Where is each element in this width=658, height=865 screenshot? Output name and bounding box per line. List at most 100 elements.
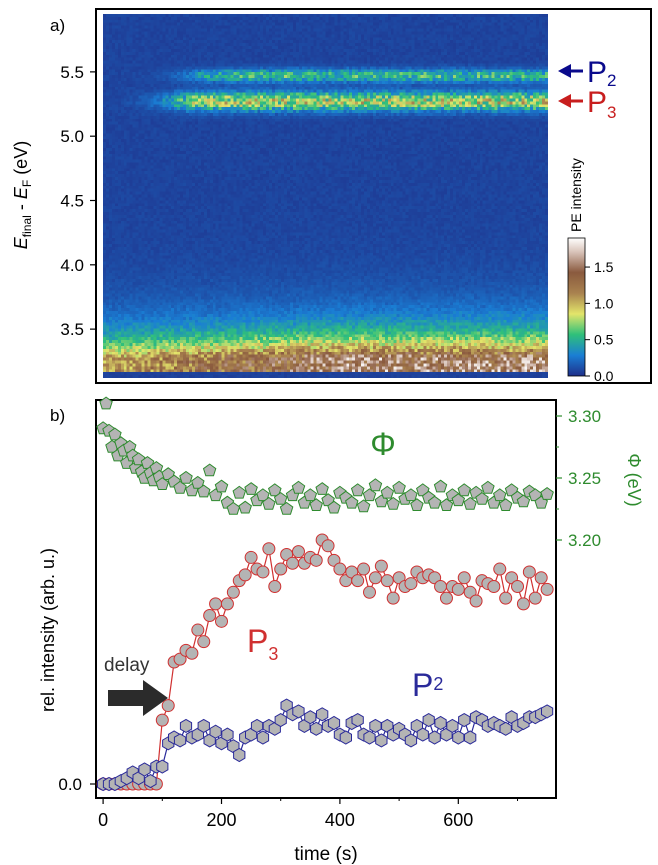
colorbar-tick-label: 0.0 <box>594 368 614 384</box>
p3-point <box>439 591 453 605</box>
p3-point <box>457 571 471 585</box>
p2-annotation: P2 <box>558 56 616 90</box>
p2-point <box>256 730 270 745</box>
p3-point <box>363 585 377 599</box>
colorbar-tick-label: 1.5 <box>594 259 614 275</box>
phi-point <box>439 498 454 511</box>
p3-series-label: P3 <box>247 623 278 664</box>
phi-point <box>475 491 489 505</box>
p2-annotation-label: P2 <box>587 56 616 90</box>
p2-point <box>209 724 222 739</box>
panel-b-label: b) <box>50 406 65 425</box>
phi-point <box>362 488 377 502</box>
p3-arrowhead-shape <box>558 94 571 108</box>
p3-point <box>215 614 229 628</box>
panel-a-y-tick-label: 5.0 <box>60 127 84 146</box>
panel-b-y-tick-label: 0.0 <box>58 775 82 794</box>
phi-point <box>273 491 288 505</box>
colorbar-tick-label: 0.5 <box>594 332 614 348</box>
panel-b-y2-axis: 3.20 3.25 3.30 <box>556 407 601 550</box>
p2-point <box>404 733 418 748</box>
p3-point <box>191 623 205 637</box>
p2-point <box>416 727 429 742</box>
p3-point <box>238 568 252 582</box>
p3-point <box>368 571 382 585</box>
p2-point <box>156 759 169 774</box>
p3-point <box>404 577 418 591</box>
p2-point <box>422 713 435 728</box>
panel-b-x-axis-title: time (s) <box>294 844 357 865</box>
panel-b-y2-tick-label: 3.20 <box>568 531 601 550</box>
phi-series-label: Φ <box>370 426 396 462</box>
panel-b-x-axis: 0 200 400 600 <box>98 798 519 830</box>
panel-b-y2-tick-label: 3.30 <box>568 407 601 426</box>
p2-point <box>428 730 441 745</box>
p2-point <box>446 718 459 733</box>
p3-point <box>522 565 536 579</box>
phi-point <box>451 493 466 507</box>
phi-point <box>345 495 359 509</box>
p3-point <box>357 562 371 576</box>
p3-point <box>286 556 300 570</box>
heatmap-image <box>103 14 548 378</box>
p2-point <box>310 721 323 736</box>
phi-point <box>173 480 187 494</box>
p3-point <box>226 585 240 599</box>
panel-a-label: a) <box>50 16 65 35</box>
p3-point <box>451 582 465 596</box>
p3-point <box>309 553 323 567</box>
p3-point <box>528 591 542 605</box>
phi-point <box>303 488 318 502</box>
heatmap <box>103 14 548 378</box>
p3-point <box>155 713 169 727</box>
phi-point <box>268 483 282 497</box>
p2-point <box>369 718 382 733</box>
delay-annotation: delay <box>104 655 168 716</box>
p3-point <box>493 562 507 576</box>
panel-a: a) 3.5 4.0 4.5 5.0 5.5 Efinal - EF (eV) P2 P… <box>11 8 652 384</box>
panel-a-y-axis-title: Efinal - EF (eV) <box>11 141 34 249</box>
phi-point <box>516 494 531 508</box>
p2-point <box>458 713 471 728</box>
phi-point <box>493 488 507 502</box>
p3-point <box>516 597 530 611</box>
p2-point <box>499 721 512 736</box>
p2-point <box>274 713 287 728</box>
p2-point <box>339 730 352 745</box>
p2-series-label: P2 <box>412 667 443 703</box>
colorbar-body <box>567 237 586 377</box>
phi-point <box>356 499 371 513</box>
panel-b-y2-tick-label: 3.25 <box>568 469 601 488</box>
phi-point <box>108 427 122 441</box>
panel-b: b) 0 200 400 600 0.0 3.203.253.30 time (s) … <box>38 396 644 865</box>
phi-point <box>279 501 294 515</box>
series-phi <box>96 396 554 515</box>
colorbar-ticks: 0.0 0.5 1.0 1.5 <box>585 259 614 384</box>
p3-annotation: P3 <box>558 86 616 122</box>
panel-a-y-tick-label: 4.5 <box>60 192 84 211</box>
p3-point <box>161 699 175 713</box>
phi-point <box>327 500 341 514</box>
p2-point <box>464 730 477 745</box>
p3-point <box>244 550 258 564</box>
phi-point <box>368 478 383 492</box>
p3-point <box>268 579 282 593</box>
panel-a-y-tick-label: 4.0 <box>60 256 84 275</box>
p2-point <box>250 718 264 733</box>
phi-point <box>155 477 170 490</box>
phi-point <box>226 501 241 515</box>
panel-b-x-tick-label: 200 <box>206 810 236 830</box>
p3-point <box>511 579 525 593</box>
phi-point <box>380 485 395 499</box>
p2-point <box>327 715 341 731</box>
p3-point <box>256 565 270 579</box>
p2-point <box>375 733 388 748</box>
phi-point <box>262 496 276 510</box>
p3-point <box>434 579 448 593</box>
p3-point <box>209 597 223 611</box>
p2-point <box>138 762 151 777</box>
panel-b-x-tick-label: 600 <box>443 810 473 830</box>
colorbar-title: PE intensity <box>568 158 584 232</box>
panel-a-y-axis: 3.5 4.0 4.5 5.0 5.5 <box>60 63 96 339</box>
phi-point <box>99 396 113 410</box>
